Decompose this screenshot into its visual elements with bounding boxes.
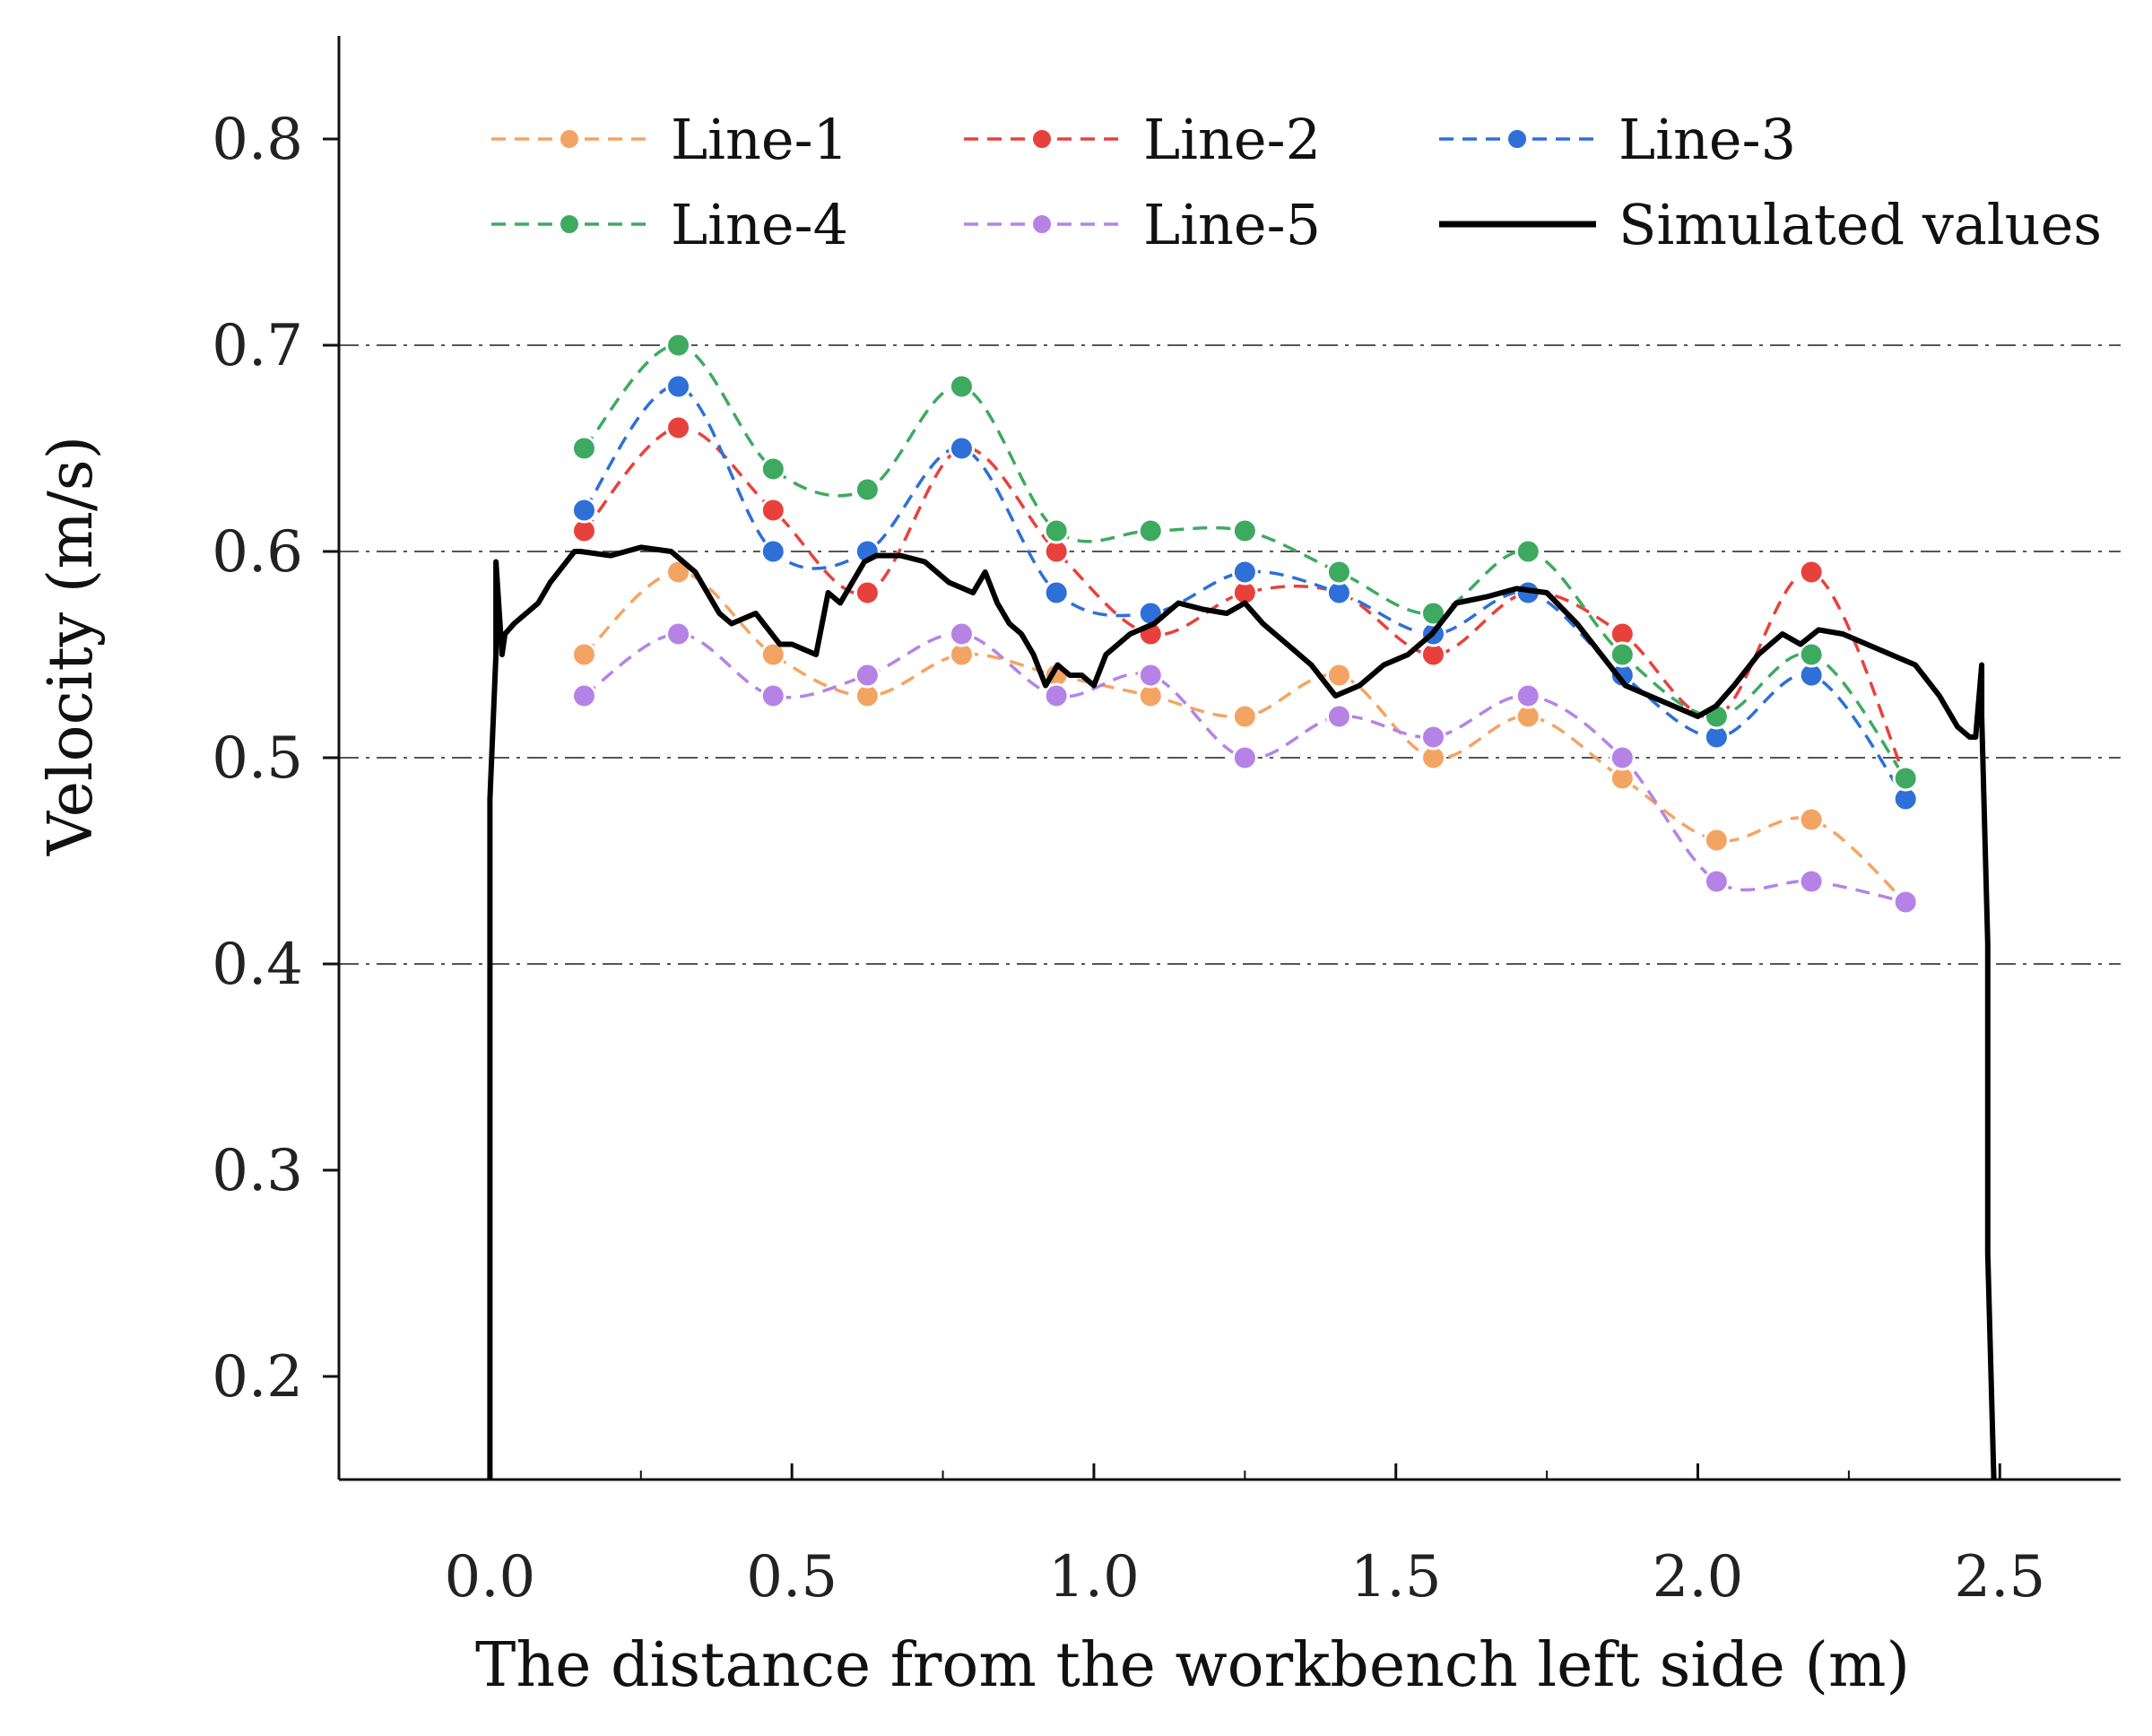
x-tick-label: 2.0	[1653, 1544, 1744, 1610]
data-point-line-3	[948, 435, 975, 462]
data-point-line-5	[1419, 724, 1446, 751]
data-point-line-3	[1231, 559, 1258, 586]
data-point-line-1	[570, 641, 597, 668]
data-point-line-4	[1325, 559, 1352, 586]
legend-marker-line-3	[1506, 128, 1528, 150]
data-point-line-5	[1798, 868, 1825, 895]
y-tick-label: 0.6	[212, 519, 303, 586]
data-point-line-4	[1231, 517, 1258, 544]
data-point-line-5	[854, 662, 881, 689]
data-point-line-5	[759, 682, 786, 709]
data-point-line-5	[1325, 703, 1352, 730]
legend-marker-line-2	[1031, 128, 1053, 150]
legend-label: Line-4	[671, 192, 848, 257]
data-point-line-4	[1609, 641, 1636, 668]
x-tick-label: 0.0	[444, 1544, 535, 1610]
series-simulated-values	[487, 544, 1997, 1480]
data-point-line-1	[1703, 827, 1730, 854]
data-point-line-5	[948, 621, 975, 647]
x-tick-label: 0.5	[746, 1544, 837, 1610]
series-line-5	[570, 621, 1919, 916]
data-point-line-4	[854, 476, 881, 503]
data-point-line-5	[1892, 889, 1919, 916]
data-point-line-4	[1137, 517, 1164, 544]
legend-entry-simulated-values: Simulated values	[1439, 192, 2102, 257]
data-point-line-4	[570, 435, 597, 462]
data-point-line-4	[1514, 538, 1541, 565]
legend-marker-line-5	[1031, 213, 1053, 235]
axes-layer: 0.2 0.3 0.4 0.5 0.6 0.7 0.8 0.0 0.5 1.0 1.5 2.0 2.5	[212, 36, 2121, 1610]
legend-entry-line-2: Line-2	[964, 107, 1321, 172]
data-point-line-3	[759, 538, 786, 565]
data-point-line-2	[665, 414, 692, 441]
legend-layer: Line-1 Line-2 Line-3 Line-4 Line-5 Simulated …	[491, 107, 2102, 257]
data-point-line-5	[1137, 662, 1164, 689]
y-tick-label: 0.7	[212, 313, 303, 379]
data-point-line-5	[1609, 744, 1636, 771]
legend-label: Line-5	[1143, 192, 1321, 257]
data-point-line-3	[665, 373, 692, 400]
legend-label: Line-3	[1618, 107, 1796, 172]
series-layer	[487, 332, 1997, 1480]
data-point-line-4	[948, 373, 975, 400]
data-point-line-4	[1798, 641, 1825, 668]
legend-entry-line-4: Line-4	[491, 192, 848, 257]
data-point-line-3	[1043, 579, 1070, 606]
data-point-line-1	[1231, 703, 1258, 730]
legend-marker-line-1	[559, 128, 580, 150]
data-point-line-4	[665, 332, 692, 359]
y-axis-title: Velocity (m/s)	[36, 436, 107, 856]
grid-layer	[339, 344, 2121, 965]
data-point-line-5	[1231, 744, 1258, 771]
x-tick-label: 1.5	[1350, 1544, 1442, 1610]
y-tick-label: 0.3	[212, 1138, 303, 1204]
data-point-line-4	[1892, 765, 1919, 792]
data-point-line-2	[759, 497, 786, 524]
data-point-line-5	[1043, 682, 1070, 709]
y-tick-label: 0.8	[212, 107, 303, 173]
legend-entry-line-5: Line-5	[964, 192, 1321, 257]
legend-label: Line-2	[1143, 107, 1321, 172]
data-point-line-5	[570, 682, 597, 709]
y-tick-label: 0.2	[212, 1344, 303, 1410]
legend-label: Simulated values	[1618, 192, 2102, 257]
data-point-line-1	[1325, 662, 1352, 689]
legend-marker-line-4	[559, 213, 580, 235]
data-point-line-5	[1514, 682, 1541, 709]
data-point-line-2	[1798, 559, 1825, 586]
series-line-4	[570, 332, 1919, 792]
x-axis-title: The distance from the workbench left sid…	[475, 1630, 1910, 1701]
legend-entry-line-3: Line-3	[1439, 107, 1796, 172]
data-point-line-1	[759, 641, 786, 668]
series-line-simulated-values	[487, 544, 1997, 1480]
data-point-line-5	[665, 621, 692, 647]
x-tick-label: 2.5	[1954, 1544, 2045, 1610]
x-tick-label: 1.0	[1048, 1544, 1140, 1610]
data-point-line-3	[570, 497, 597, 524]
legend-label: Line-1	[671, 107, 848, 172]
data-point-line-5	[1703, 868, 1730, 895]
data-point-line-1	[1798, 806, 1825, 833]
y-tick-label: 0.5	[212, 725, 303, 792]
data-point-line-4	[759, 456, 786, 482]
data-point-line-2	[854, 579, 881, 606]
legend-entry-line-1: Line-1	[491, 107, 848, 172]
y-tick-label: 0.4	[212, 932, 303, 998]
data-point-line-4	[1043, 517, 1070, 544]
